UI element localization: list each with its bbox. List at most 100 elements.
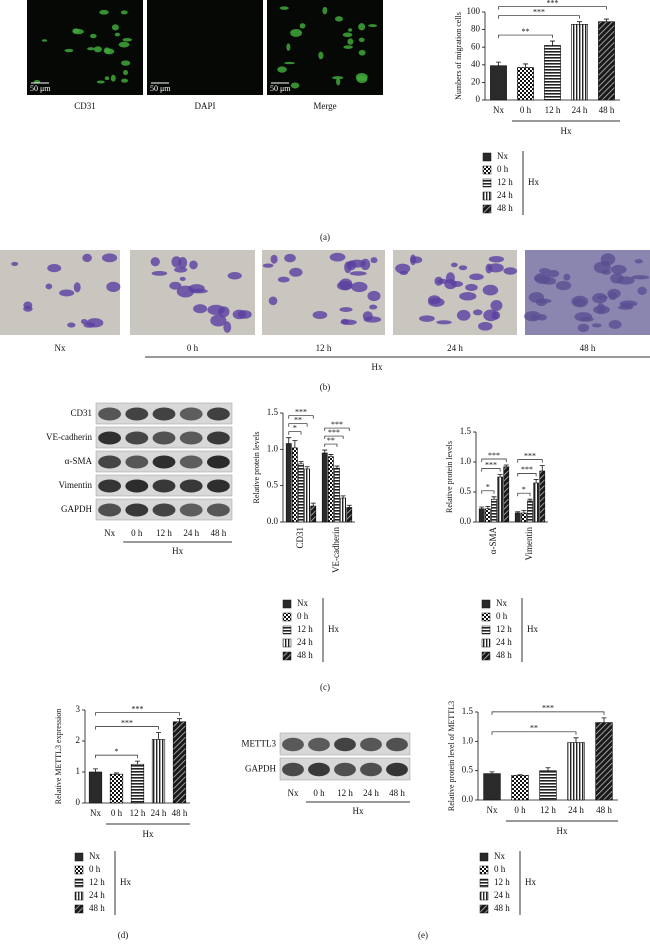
legend-swatch [482, 165, 492, 175]
stained-cell [573, 298, 581, 306]
significance-bracket [288, 423, 308, 427]
legend-swatch [482, 191, 492, 201]
stained-cell [262, 263, 274, 268]
x-tick-label: 24 h [151, 808, 167, 818]
legend-swatch [481, 599, 491, 609]
legend-swatch [282, 599, 292, 609]
stained-cell [596, 303, 605, 315]
significance-bracket [324, 427, 350, 432]
stained-cell [151, 270, 168, 276]
legend-label: 0 h [494, 864, 506, 874]
stained-cell [610, 264, 627, 275]
micrograph [525, 250, 650, 335]
legend-swatch [282, 612, 292, 622]
cell-signal [72, 28, 80, 33]
significance-bracket [498, 6, 607, 10]
cell-signal [120, 10, 128, 15]
panel-label: (a) [320, 232, 330, 242]
significance-bracket [95, 754, 138, 759]
cell-signal [343, 45, 353, 49]
cell-signal [348, 28, 353, 32]
blot-band [206, 455, 230, 469]
stained-cell [488, 255, 504, 263]
significance-bracket [95, 712, 180, 716]
legend-swatch [282, 651, 292, 661]
stained-cell [289, 267, 303, 277]
group-label: Hx [372, 362, 383, 372]
bar [491, 498, 497, 523]
stained-cell [277, 276, 290, 283]
y-tick-label: 2 [76, 735, 81, 745]
bar [310, 505, 317, 523]
stained-cell [547, 269, 560, 278]
legend-label: 12 h [89, 877, 105, 887]
lane-label: 24 h [363, 788, 379, 798]
cell-signal [355, 73, 368, 81]
lane-label: 0 h [131, 528, 143, 538]
cell-signal [368, 24, 378, 28]
x-tick-label: Vimentin [524, 527, 534, 561]
cell-signal [336, 78, 341, 86]
error-bar [292, 440, 298, 448]
group-label: Hx [561, 126, 572, 136]
stained-cell [73, 282, 81, 293]
significance-label: *** [542, 704, 554, 713]
legend-label: 0 h [496, 611, 508, 621]
legend-swatch [481, 638, 491, 648]
significance-label: *** [533, 8, 545, 17]
error-bar [346, 504, 352, 508]
error-bar [517, 774, 523, 776]
stained-cell [340, 319, 357, 326]
x-tick-label: 24 h [572, 105, 588, 115]
blot-row-label: GAPDH [245, 764, 277, 774]
significance-label: * [486, 483, 490, 492]
cell-signal [64, 48, 74, 53]
error-bar [322, 449, 328, 453]
legend-swatch [282, 625, 292, 635]
blot-band [179, 407, 203, 421]
legend-label: 24 h [89, 890, 105, 900]
error-bar [496, 61, 501, 66]
blot-row-label: VE-cadherin [46, 432, 92, 442]
bar [334, 467, 340, 523]
legend-group-label: Hx [527, 624, 538, 634]
significance-bracket [324, 435, 344, 440]
cell-signal [290, 28, 303, 37]
scale-bar-label: 50 μm [270, 84, 291, 93]
stained-cell [367, 290, 381, 302]
stained-cell [555, 280, 572, 291]
significance-bracket [481, 490, 495, 494]
significance-bracket [517, 492, 531, 497]
legend-label: 0 h [89, 864, 101, 874]
cell-signal [283, 61, 296, 65]
stained-cell [419, 315, 435, 322]
lane-label: Nx [104, 528, 115, 538]
stained-cell [539, 268, 551, 274]
bar [503, 466, 510, 523]
significance-label: *** [328, 428, 340, 437]
stained-cell [67, 322, 76, 328]
stained-cell [591, 323, 602, 328]
panel-label: (c) [320, 682, 330, 692]
error-bar [604, 18, 609, 22]
stained-cell [223, 321, 232, 333]
significance-label: * [522, 485, 526, 494]
y-tick-label: 0 [76, 797, 81, 807]
bar [539, 770, 557, 801]
bar [285, 443, 292, 523]
scale-bar-label: 50 μm [150, 84, 171, 93]
image-label: CD31 [74, 101, 96, 111]
legend-swatch [479, 865, 489, 875]
blot-band [386, 737, 408, 752]
significance-bracket [288, 415, 314, 419]
bar [151, 739, 166, 804]
blot-band [125, 407, 149, 421]
stained-cell [634, 259, 643, 264]
bar [478, 508, 485, 523]
cell-signal [121, 78, 129, 83]
y-tick-label: 1.5 [462, 706, 474, 716]
cell-signal [279, 6, 289, 10]
x-tick-label: Nx [493, 105, 504, 115]
significance-bracket [498, 34, 553, 39]
blot-band [360, 737, 382, 752]
